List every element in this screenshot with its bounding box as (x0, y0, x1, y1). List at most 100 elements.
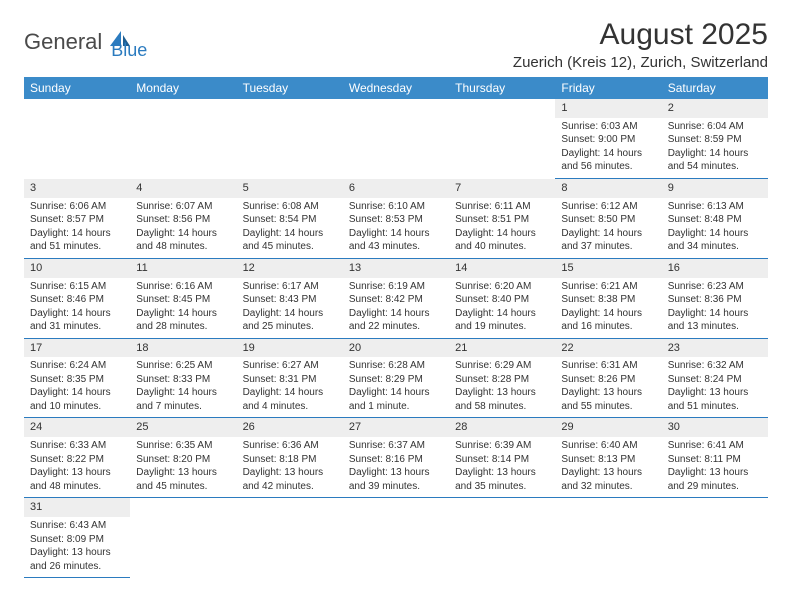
daylight-text-1: Daylight: 14 hours (668, 307, 762, 321)
daylight-text-1: Daylight: 13 hours (243, 466, 337, 480)
daylight-text-1: Daylight: 14 hours (561, 227, 655, 241)
daylight-text-2: and 42 minutes. (243, 480, 337, 494)
day-detail-cell (24, 118, 130, 179)
day-detail-cell: Sunrise: 6:31 AMSunset: 8:26 PMDaylight:… (555, 357, 661, 418)
daylight-text-1: Daylight: 13 hours (136, 466, 230, 480)
daylight-text-2: and 39 minutes. (349, 480, 443, 494)
day-detail-cell (555, 517, 661, 578)
weekday-header: Saturday (662, 77, 768, 99)
daynum-row: 10111213141516 (24, 258, 768, 277)
day-detail-cell: Sunrise: 6:21 AMSunset: 8:38 PMDaylight:… (555, 278, 661, 339)
day-detail-cell (343, 118, 449, 179)
sunrise-text: Sunrise: 6:31 AM (561, 359, 655, 373)
day-detail-cell: Sunrise: 6:04 AMSunset: 8:59 PMDaylight:… (662, 118, 768, 179)
sunrise-text: Sunrise: 6:25 AM (136, 359, 230, 373)
sunrise-text: Sunrise: 6:37 AM (349, 439, 443, 453)
daylight-text-2: and 4 minutes. (243, 400, 337, 414)
day-detail-cell: Sunrise: 6:12 AMSunset: 8:50 PMDaylight:… (555, 198, 661, 259)
sunset-text: Sunset: 8:28 PM (455, 373, 549, 387)
day-number-cell: 21 (449, 338, 555, 357)
day-number-cell: 28 (449, 418, 555, 437)
calendar-table: Sunday Monday Tuesday Wednesday Thursday… (24, 77, 768, 578)
daylight-text-1: Daylight: 14 hours (561, 147, 655, 161)
logo-text-general: General (24, 29, 102, 55)
sunset-text: Sunset: 8:09 PM (30, 533, 124, 547)
day-number-cell: 23 (662, 338, 768, 357)
day-detail-cell (449, 118, 555, 179)
daylight-text-2: and 45 minutes. (243, 240, 337, 254)
day-number-cell: 7 (449, 178, 555, 197)
day-number-cell: 26 (237, 418, 343, 437)
daylight-text-1: Daylight: 14 hours (349, 227, 443, 241)
daynum-row: 3456789 (24, 178, 768, 197)
day-number-cell: 15 (555, 258, 661, 277)
sunrise-text: Sunrise: 6:11 AM (455, 200, 549, 214)
daylight-text-1: Daylight: 14 hours (561, 307, 655, 321)
sunset-text: Sunset: 8:59 PM (668, 133, 762, 147)
day-number-cell: 12 (237, 258, 343, 277)
day-number-cell: 11 (130, 258, 236, 277)
day-detail-cell: Sunrise: 6:37 AMSunset: 8:16 PMDaylight:… (343, 437, 449, 498)
sunrise-text: Sunrise: 6:33 AM (30, 439, 124, 453)
daylight-text-2: and 7 minutes. (136, 400, 230, 414)
day-number-cell: 1 (555, 99, 661, 118)
daylight-text-2: and 54 minutes. (668, 160, 762, 174)
daylight-text-2: and 25 minutes. (243, 320, 337, 334)
daylight-text-1: Daylight: 14 hours (668, 227, 762, 241)
day-detail-cell: Sunrise: 6:20 AMSunset: 8:40 PMDaylight:… (449, 278, 555, 339)
day-detail-cell: Sunrise: 6:40 AMSunset: 8:13 PMDaylight:… (555, 437, 661, 498)
sunrise-text: Sunrise: 6:10 AM (349, 200, 443, 214)
daylight-text-2: and 13 minutes. (668, 320, 762, 334)
sunrise-text: Sunrise: 6:35 AM (136, 439, 230, 453)
sunrise-text: Sunrise: 6:39 AM (455, 439, 549, 453)
day-detail-cell: Sunrise: 6:33 AMSunset: 8:22 PMDaylight:… (24, 437, 130, 498)
day-number-cell: 19 (237, 338, 343, 357)
day-number-cell: 5 (237, 178, 343, 197)
daylight-text-1: Daylight: 14 hours (668, 147, 762, 161)
day-detail-cell (237, 517, 343, 578)
sunset-text: Sunset: 8:22 PM (30, 453, 124, 467)
day-detail-cell: Sunrise: 6:41 AMSunset: 8:11 PMDaylight:… (662, 437, 768, 498)
sunrise-text: Sunrise: 6:24 AM (30, 359, 124, 373)
sunset-text: Sunset: 8:53 PM (349, 213, 443, 227)
daylight-text-2: and 45 minutes. (136, 480, 230, 494)
day-detail-cell: Sunrise: 6:16 AMSunset: 8:45 PMDaylight:… (130, 278, 236, 339)
sunset-text: Sunset: 9:00 PM (561, 133, 655, 147)
daynum-row: 12 (24, 99, 768, 118)
daylight-text-2: and 48 minutes. (30, 480, 124, 494)
daylight-text-1: Daylight: 13 hours (668, 386, 762, 400)
daylight-text-2: and 35 minutes. (455, 480, 549, 494)
daylight-text-1: Daylight: 14 hours (136, 227, 230, 241)
sunset-text: Sunset: 8:56 PM (136, 213, 230, 227)
daylight-text-2: and 28 minutes. (136, 320, 230, 334)
daylight-text-2: and 37 minutes. (561, 240, 655, 254)
daylight-text-1: Daylight: 13 hours (455, 466, 549, 480)
day-number-cell (130, 498, 236, 517)
daynum-row: 24252627282930 (24, 418, 768, 437)
day-number-cell (662, 498, 768, 517)
day-detail-cell (130, 517, 236, 578)
sunrise-text: Sunrise: 6:43 AM (30, 519, 124, 533)
daylight-text-1: Daylight: 13 hours (349, 466, 443, 480)
sunset-text: Sunset: 8:45 PM (136, 293, 230, 307)
day-detail-cell: Sunrise: 6:43 AMSunset: 8:09 PMDaylight:… (24, 517, 130, 578)
daylight-text-1: Daylight: 14 hours (30, 386, 124, 400)
sunrise-text: Sunrise: 6:13 AM (668, 200, 762, 214)
daylight-text-2: and 51 minutes. (668, 400, 762, 414)
sunset-text: Sunset: 8:38 PM (561, 293, 655, 307)
day-number-cell: 6 (343, 178, 449, 197)
day-number-cell (237, 498, 343, 517)
day-number-cell: 14 (449, 258, 555, 277)
day-number-cell (237, 99, 343, 118)
sunset-text: Sunset: 8:11 PM (668, 453, 762, 467)
day-number-cell: 31 (24, 498, 130, 517)
sunrise-text: Sunrise: 6:07 AM (136, 200, 230, 214)
sunrise-text: Sunrise: 6:12 AM (561, 200, 655, 214)
daylight-text-2: and 26 minutes. (30, 560, 124, 574)
daylight-text-1: Daylight: 14 hours (243, 386, 337, 400)
day-detail-cell: Sunrise: 6:15 AMSunset: 8:46 PMDaylight:… (24, 278, 130, 339)
daylight-text-1: Daylight: 14 hours (136, 386, 230, 400)
daylight-text-1: Daylight: 13 hours (561, 466, 655, 480)
detail-row: Sunrise: 6:03 AMSunset: 9:00 PMDaylight:… (24, 118, 768, 179)
daylight-text-2: and 48 minutes. (136, 240, 230, 254)
